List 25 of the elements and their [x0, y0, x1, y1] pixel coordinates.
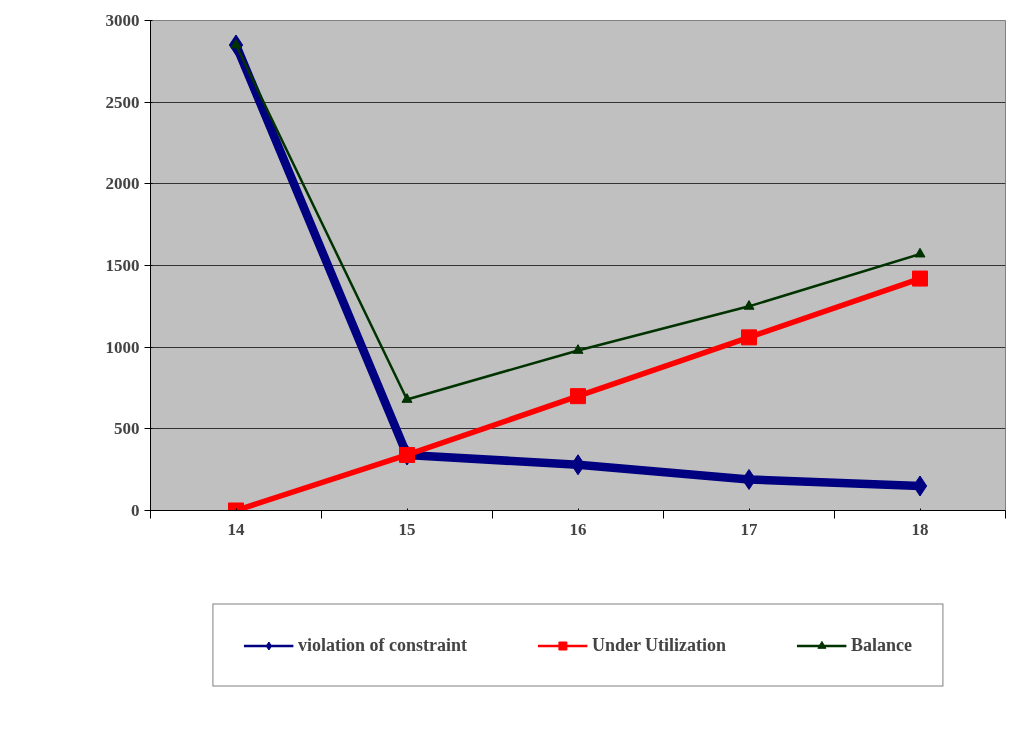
y-tick-label: 1500 — [105, 256, 140, 275]
point — [741, 329, 757, 346]
x-tick-label: 15 — [398, 519, 416, 539]
point — [570, 454, 586, 476]
y-tick-label: 2500 — [105, 92, 140, 112]
x-tick-label: 18 — [911, 519, 929, 539]
point — [570, 388, 586, 405]
point — [741, 468, 757, 490]
point — [572, 344, 584, 354]
x-tick-label: 14 — [227, 519, 245, 539]
point — [743, 300, 755, 310]
y-tick-label: 500 — [114, 419, 140, 439]
legend-label: Balance — [851, 634, 913, 656]
point — [912, 270, 928, 287]
y-tick-label: 0 — [131, 501, 140, 520]
point — [914, 247, 926, 258]
legend-label: violation of constraint — [297, 634, 467, 656]
point — [401, 393, 413, 403]
point — [912, 475, 928, 497]
legend-label: Under Utilization — [591, 634, 727, 656]
x-tick-label: 17 — [740, 519, 758, 539]
y-tick-label: 1000 — [105, 337, 140, 357]
x-tick-label: 16 — [569, 519, 587, 539]
y-tick-label: 2000 — [105, 174, 140, 194]
y-tick-label: 3000 — [105, 11, 140, 30]
